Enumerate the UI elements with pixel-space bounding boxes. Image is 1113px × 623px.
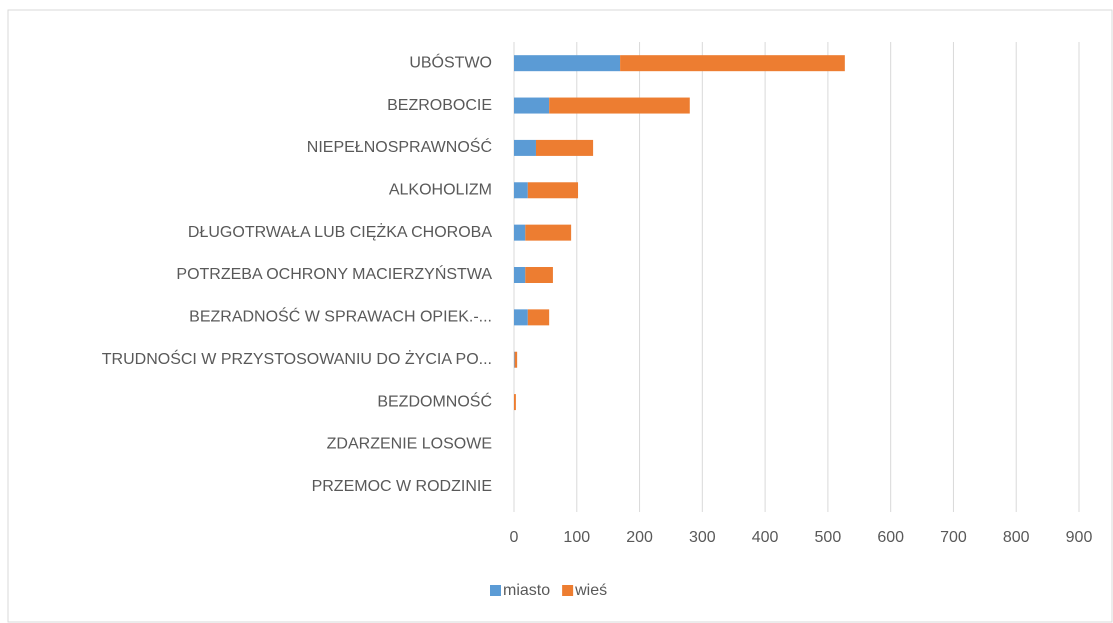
x-tick-label: 600 (877, 529, 904, 546)
bar-segment (514, 55, 621, 72)
bar-segment (514, 224, 526, 241)
bar-segment (620, 55, 845, 72)
bar-segment (535, 139, 594, 156)
bar-segment (514, 351, 515, 368)
y-tick-label: BEZROBOCIE (387, 97, 492, 114)
bar-segment (525, 224, 572, 241)
bar-segment (514, 309, 528, 326)
legend-label: wieś (574, 582, 607, 599)
x-tick-label: 200 (626, 529, 653, 546)
bar-segment (514, 351, 518, 368)
bar-segment (549, 97, 690, 114)
y-tick-label: TRUDNOŚCI W PRZYSTOSOWANIU DO ŻYCIA PO..… (102, 349, 492, 368)
x-tick-label: 300 (689, 529, 716, 546)
bar-segment (514, 267, 526, 283)
y-tick-label: ZDARZENIE LOSOWE (327, 436, 492, 453)
x-tick-label: 900 (1066, 529, 1093, 546)
legend-label: miasto (503, 582, 550, 599)
y-tick-label: POTRZEBA OCHRONY MACIERZYŃSTWA (176, 264, 492, 283)
legend-swatch (562, 585, 574, 596)
x-tick-label: 100 (563, 529, 590, 546)
x-tick-label: 0 (510, 529, 519, 546)
bar-segment (525, 267, 553, 283)
y-tick-label: PRZEMOC W RODZINIE (312, 478, 492, 495)
x-tick-label: 700 (940, 529, 967, 546)
y-tick-label: BEZDOMNOŚĆ (377, 391, 492, 410)
bar-segment (514, 394, 516, 411)
bar-segment (514, 139, 536, 156)
legend-swatch (490, 585, 501, 596)
x-tick-label: 500 (815, 529, 842, 546)
y-tick-label: DŁUGOTRWAŁA LUB CIĘŻKA CHOROBA (188, 222, 492, 241)
y-tick-label: UBÓSTWO (409, 52, 492, 71)
x-tick-label: 800 (1003, 529, 1030, 546)
bar-segment (527, 309, 550, 326)
x-tick-label: 400 (752, 529, 779, 546)
bar-segment (527, 182, 579, 199)
bar-segment (514, 182, 528, 199)
bar-segment (514, 97, 550, 114)
y-tick-label: NIEPEŁNOSPRAWNOŚĆ (307, 137, 492, 156)
y-tick-label: ALKOHOLIZM (389, 181, 492, 198)
y-tick-label: BEZRADNOŚĆ W SPRAWACH OPIEK.-... (189, 307, 492, 326)
